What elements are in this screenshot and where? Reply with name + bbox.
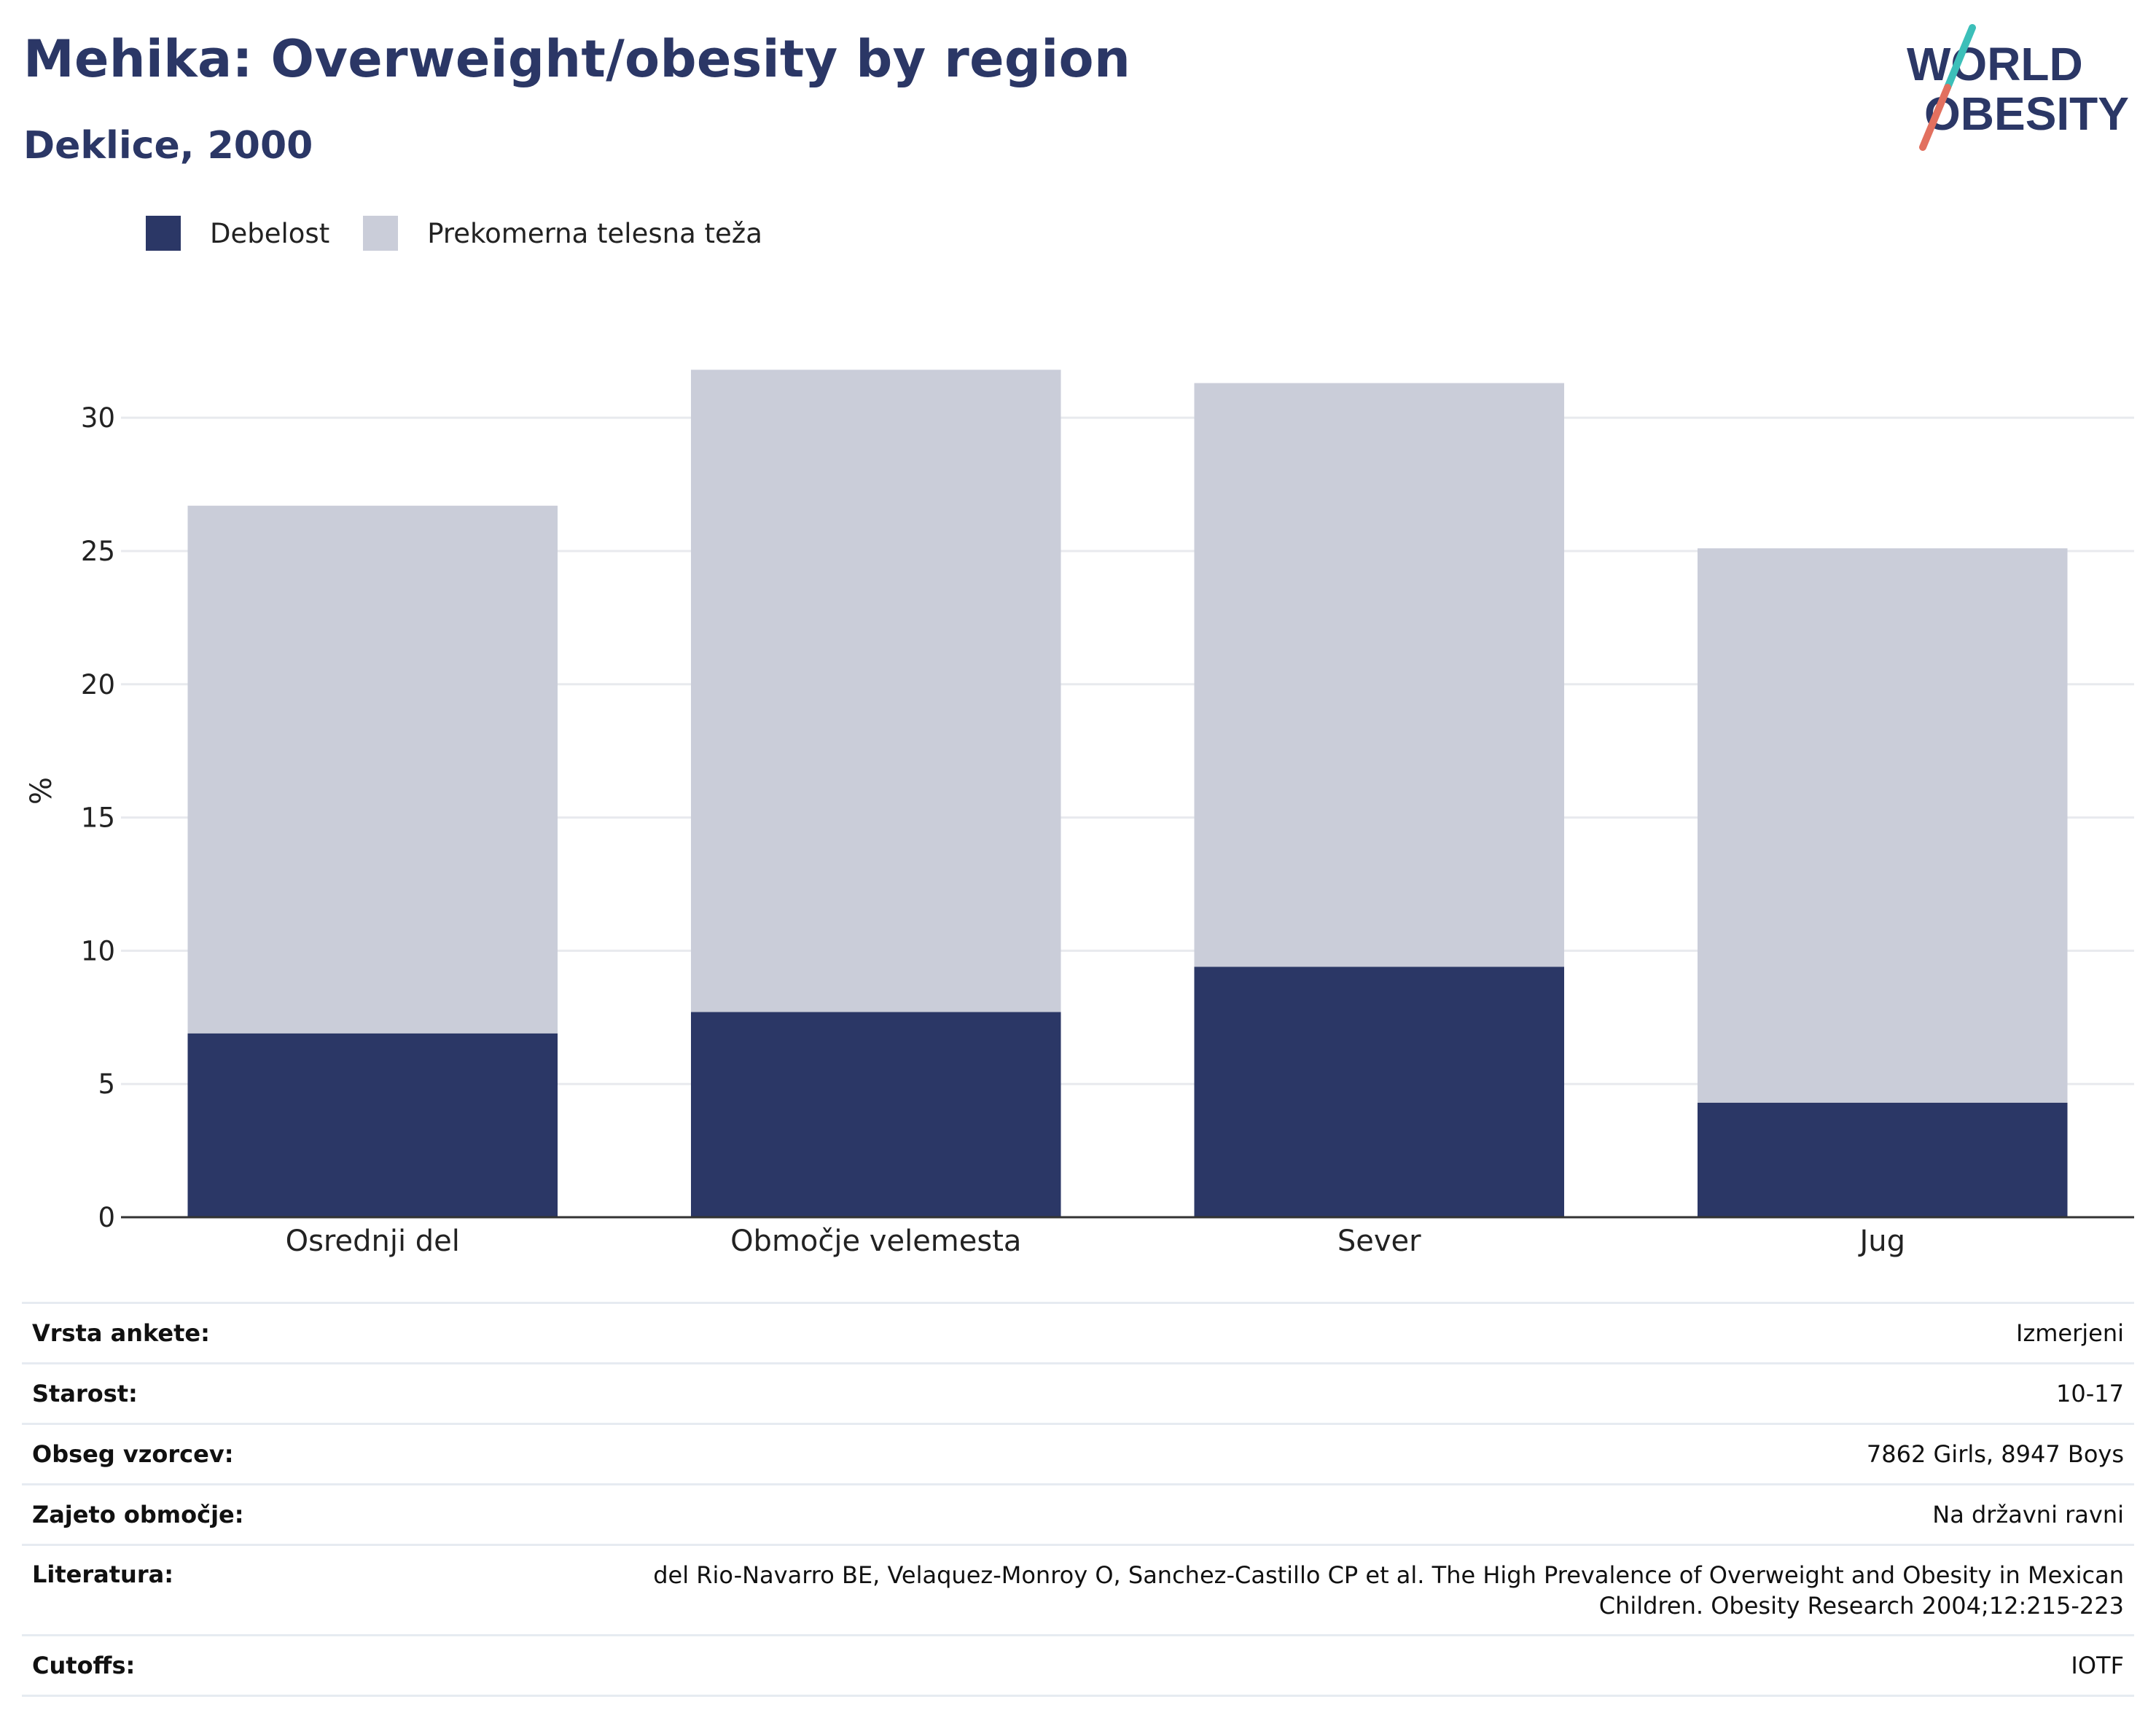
meta-row-cutoffs: Cutoffs: IOTF — [22, 1634, 2134, 1697]
meta-value: Izmerjeni — [306, 1302, 2134, 1364]
meta-reference-line1: del Rio-Navarro BE, Velaquez-Monroy O, S… — [653, 1561, 2124, 1589]
x-tick-label: Sever — [1337, 1225, 1421, 1258]
meta-key: Obseg vzorcev: — [22, 1423, 307, 1485]
y-tick-label: 30 — [81, 402, 115, 434]
world-obesity-logo: WORLD OBESITY — [1907, 24, 2129, 151]
legend-swatch-obesity — [146, 216, 181, 251]
meta-value: 10-17 — [306, 1362, 2134, 1424]
y-tick-label: 25 — [81, 536, 115, 567]
x-tick-label: Jug — [1857, 1225, 1905, 1258]
meta-value: del Rio-Navarro BE, Velaquez-Monroy O, S… — [306, 1544, 2134, 1636]
meta-reference-line2: Children. Obesity Research 2004;12:215-2… — [1598, 1591, 2124, 1620]
y-axis-label: % — [25, 777, 58, 805]
y-tick-label: 5 — [98, 1069, 115, 1100]
meta-row-sample-size: Obseg vzorcev: 7862 Girls, 8947 Boys — [22, 1423, 2134, 1485]
y-tick-label: 15 — [81, 802, 115, 834]
bar-obesity — [1194, 966, 1565, 1217]
y-tick-label: 10 — [81, 935, 115, 966]
meta-key: Zajeto območje: — [22, 1483, 307, 1545]
meta-row-area: Zajeto območje: Na državni ravni — [22, 1483, 2134, 1545]
meta-value: IOTF — [306, 1634, 2134, 1697]
chart-title: Mehika: Overweight/obesity by region — [23, 29, 1131, 89]
bar-overweight — [1194, 383, 1565, 967]
bar-obesity — [690, 1012, 1061, 1217]
bar-obesity — [1697, 1102, 2068, 1217]
x-tick-label: Osrednji del — [286, 1225, 460, 1258]
legend-swatch-overweight — [363, 216, 399, 251]
legend-item-obesity[interactable]: Debelost — [146, 216, 329, 251]
legend-label-overweight: Prekomerna telesna teža — [427, 217, 762, 249]
bar-overweight — [187, 505, 558, 1034]
y-tick-label: 0 — [98, 1202, 115, 1233]
meta-key: Literatura: — [22, 1544, 307, 1636]
metadata-table: Vrsta ankete: Izmerjeni Starost: 10-17 O… — [22, 1302, 2134, 1697]
bar-overweight — [1697, 548, 2068, 1103]
meta-key: Cutoffs: — [22, 1634, 307, 1697]
bar-overweight — [690, 370, 1061, 1012]
y-tick-label: 20 — [81, 669, 115, 700]
bar-chart: 0 5 10 15 20 25 30% Osrednji del Območje velemes… — [25, 370, 2134, 1258]
chart-legend: Debelost Prekomerna telesna teža — [146, 216, 796, 251]
meta-value: Na državni ravni — [306, 1483, 2134, 1545]
meta-row-survey-type: Vrsta ankete: Izmerjeni — [22, 1302, 2134, 1364]
meta-value: 7862 Girls, 8947 Boys — [306, 1423, 2134, 1485]
meta-key: Vrsta ankete: — [22, 1302, 307, 1364]
chart-subtitle: Deklice, 2000 — [23, 124, 313, 168]
legend-item-overweight[interactable]: Prekomerna telesna teža — [363, 216, 762, 251]
bar-obesity — [187, 1033, 558, 1217]
logo-line1: WORLD — [1907, 38, 2083, 90]
logo-line2: OBESITY — [1924, 87, 2129, 140]
meta-row-reference: Literatura: del Rio-Navarro BE, Velaquez… — [22, 1544, 2134, 1636]
x-tick-label: Območje velemesta — [730, 1225, 1021, 1258]
meta-key: Starost: — [22, 1362, 307, 1424]
meta-row-age: Starost: 10-17 — [22, 1362, 2134, 1424]
legend-label-obesity: Debelost — [210, 217, 330, 249]
